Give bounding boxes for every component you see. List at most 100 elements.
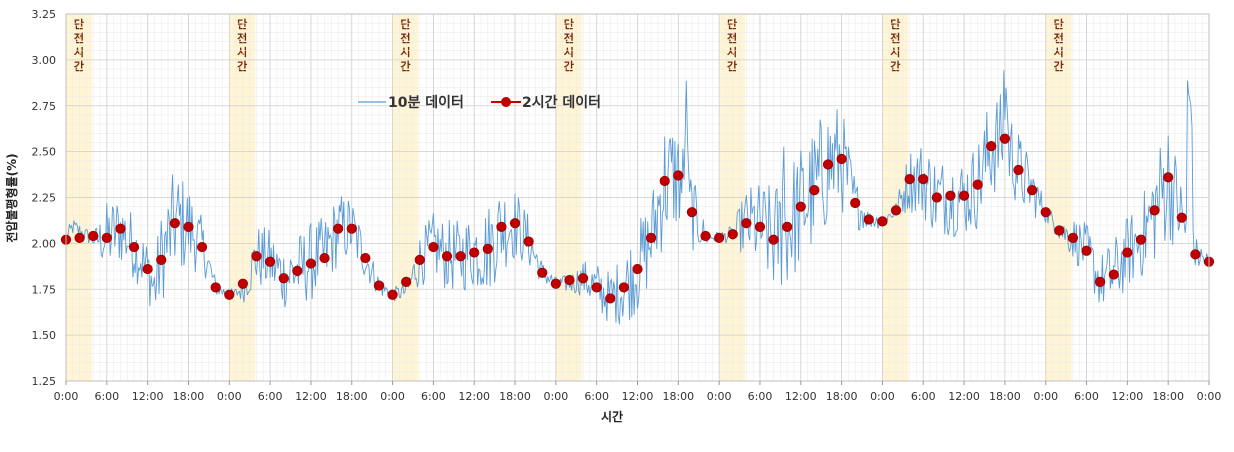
outage-label-char: 전 bbox=[564, 31, 574, 45]
outage-label-char: 시 bbox=[1054, 46, 1064, 59]
data-point-2hour bbox=[292, 265, 303, 277]
data-point-2hour bbox=[1163, 172, 1174, 183]
y-tick-label: 1.25 bbox=[32, 375, 57, 388]
data-point-2hour bbox=[714, 232, 725, 243]
data-point-2hour bbox=[1067, 232, 1079, 243]
data-point-2hour bbox=[1190, 249, 1201, 260]
legend: 10분 데이터 2시간 데이터 bbox=[358, 94, 601, 111]
x-axis-title: 시간 bbox=[601, 409, 623, 424]
data-point-2hour bbox=[918, 174, 929, 185]
data-point-2hour bbox=[972, 179, 983, 190]
series-2hour bbox=[60, 133, 1215, 304]
data-point-2hour bbox=[401, 276, 412, 288]
y-tick-label: 2.25 bbox=[32, 192, 57, 205]
legend-label-10min: 10분 데이터 bbox=[388, 94, 464, 111]
data-point-2hour bbox=[673, 170, 684, 181]
x-tick-label: 12:00 bbox=[295, 390, 327, 403]
data-point-2hour bbox=[550, 278, 561, 289]
data-point-2hour bbox=[387, 289, 398, 300]
data-point-2hour bbox=[850, 197, 861, 209]
x-tick-label: 18:00 bbox=[662, 390, 694, 403]
y-tick-label: 3.00 bbox=[32, 54, 57, 67]
outage-label-char: 전 bbox=[74, 31, 84, 45]
outage-label-char: 간 bbox=[400, 59, 410, 73]
outage-label-char: 단 bbox=[1054, 17, 1064, 31]
data-point-2hour bbox=[727, 229, 738, 240]
x-tick-label: 6:00 bbox=[911, 390, 936, 403]
x-tick-label: 0:00 bbox=[870, 390, 895, 403]
data-point-2hour bbox=[74, 232, 85, 243]
data-point-2hour bbox=[115, 223, 126, 234]
y-tick-label: 2.00 bbox=[32, 237, 57, 250]
outage-label-char: 간 bbox=[1054, 59, 1064, 73]
x-tick-label: 0:00 bbox=[54, 390, 79, 403]
x-tick-label: 12:00 bbox=[458, 390, 490, 403]
outage-label-char: 시 bbox=[890, 46, 900, 59]
legend-swatch-2hour-marker bbox=[501, 97, 511, 107]
axes: 1.25 1.50 1.75 2.00 2.25 2.50 2.75 3.00 3.25 0:00… bbox=[32, 8, 1222, 403]
data-point-2hour bbox=[496, 221, 507, 232]
x-tick-label: 6:00 bbox=[258, 390, 283, 403]
x-tick-label: 0:00 bbox=[707, 390, 732, 403]
data-point-2hour bbox=[265, 256, 276, 267]
outage-label-char: 시 bbox=[727, 46, 737, 59]
data-point-2hour bbox=[768, 234, 779, 245]
data-point-2hour bbox=[809, 185, 820, 196]
data-point-2hour bbox=[1108, 269, 1119, 280]
legend-label-2hour: 2시간 데이터 bbox=[522, 94, 601, 111]
data-point-2hour bbox=[591, 282, 602, 293]
y-tick-label: 1.50 bbox=[32, 329, 57, 342]
data-point-2hour bbox=[1149, 205, 1160, 216]
data-point-2hour bbox=[822, 159, 834, 170]
x-tick-label: 6:00 bbox=[94, 390, 119, 403]
data-point-2hour bbox=[741, 218, 752, 229]
data-point-2hour bbox=[373, 280, 385, 291]
x-tick-label: 0:00 bbox=[544, 390, 569, 403]
data-point-2hour bbox=[196, 241, 208, 253]
data-point-2hour bbox=[360, 252, 371, 264]
data-point-2hour bbox=[577, 273, 589, 284]
x-tick-label: 18:00 bbox=[1152, 390, 1184, 403]
outage-label-char: 간 bbox=[564, 59, 574, 73]
data-point-2hour bbox=[183, 221, 194, 232]
data-point-2hour bbox=[482, 243, 493, 254]
x-tick-label: 6:00 bbox=[1074, 390, 1099, 403]
y-axis-title: 전압불평형률(%) bbox=[4, 153, 19, 242]
data-point-2hour bbox=[1095, 276, 1106, 288]
data-point-2hour bbox=[88, 230, 99, 242]
data-point-2hour bbox=[210, 282, 221, 293]
data-point-2hour bbox=[958, 190, 970, 201]
outage-label-char: 시 bbox=[400, 46, 410, 59]
x-tick-label: 12:00 bbox=[948, 390, 980, 403]
x-tick-label: 0:00 bbox=[1197, 390, 1222, 403]
data-point-2hour bbox=[224, 289, 235, 300]
data-point-2hour bbox=[441, 251, 453, 262]
data-point-2hour bbox=[945, 190, 956, 201]
data-point-2hour bbox=[1135, 234, 1147, 245]
x-tick-label: 0:00 bbox=[1033, 390, 1058, 403]
data-point-2hour bbox=[863, 214, 874, 225]
x-tick-label: 18:00 bbox=[989, 390, 1021, 403]
outage-label-char: 전 bbox=[400, 31, 410, 45]
series-10min bbox=[65, 70, 1210, 325]
data-point-2hour bbox=[890, 205, 902, 216]
data-point-2hour bbox=[333, 223, 344, 234]
outage-label-char: 전 bbox=[237, 31, 247, 45]
data-point-2hour bbox=[156, 254, 167, 265]
data-point-2hour bbox=[795, 201, 806, 212]
x-tick-label: 6:00 bbox=[584, 390, 609, 403]
data-point-2hour bbox=[618, 282, 629, 293]
outage-label-char: 시 bbox=[74, 46, 84, 59]
data-point-2hour bbox=[632, 263, 643, 275]
outage-label-char: 간 bbox=[727, 59, 737, 73]
outage-label-char: 전 bbox=[890, 31, 900, 45]
data-point-2hour bbox=[237, 278, 248, 289]
data-point-2hour bbox=[101, 232, 112, 243]
outage-label-char: 전 bbox=[1054, 31, 1064, 45]
x-tick-label: 6:00 bbox=[421, 390, 446, 403]
x-tick-label: 0:00 bbox=[380, 390, 405, 403]
data-point-2hour bbox=[169, 218, 180, 229]
data-point-2hour bbox=[1013, 164, 1024, 176]
outage-label-char: 단 bbox=[727, 17, 737, 31]
